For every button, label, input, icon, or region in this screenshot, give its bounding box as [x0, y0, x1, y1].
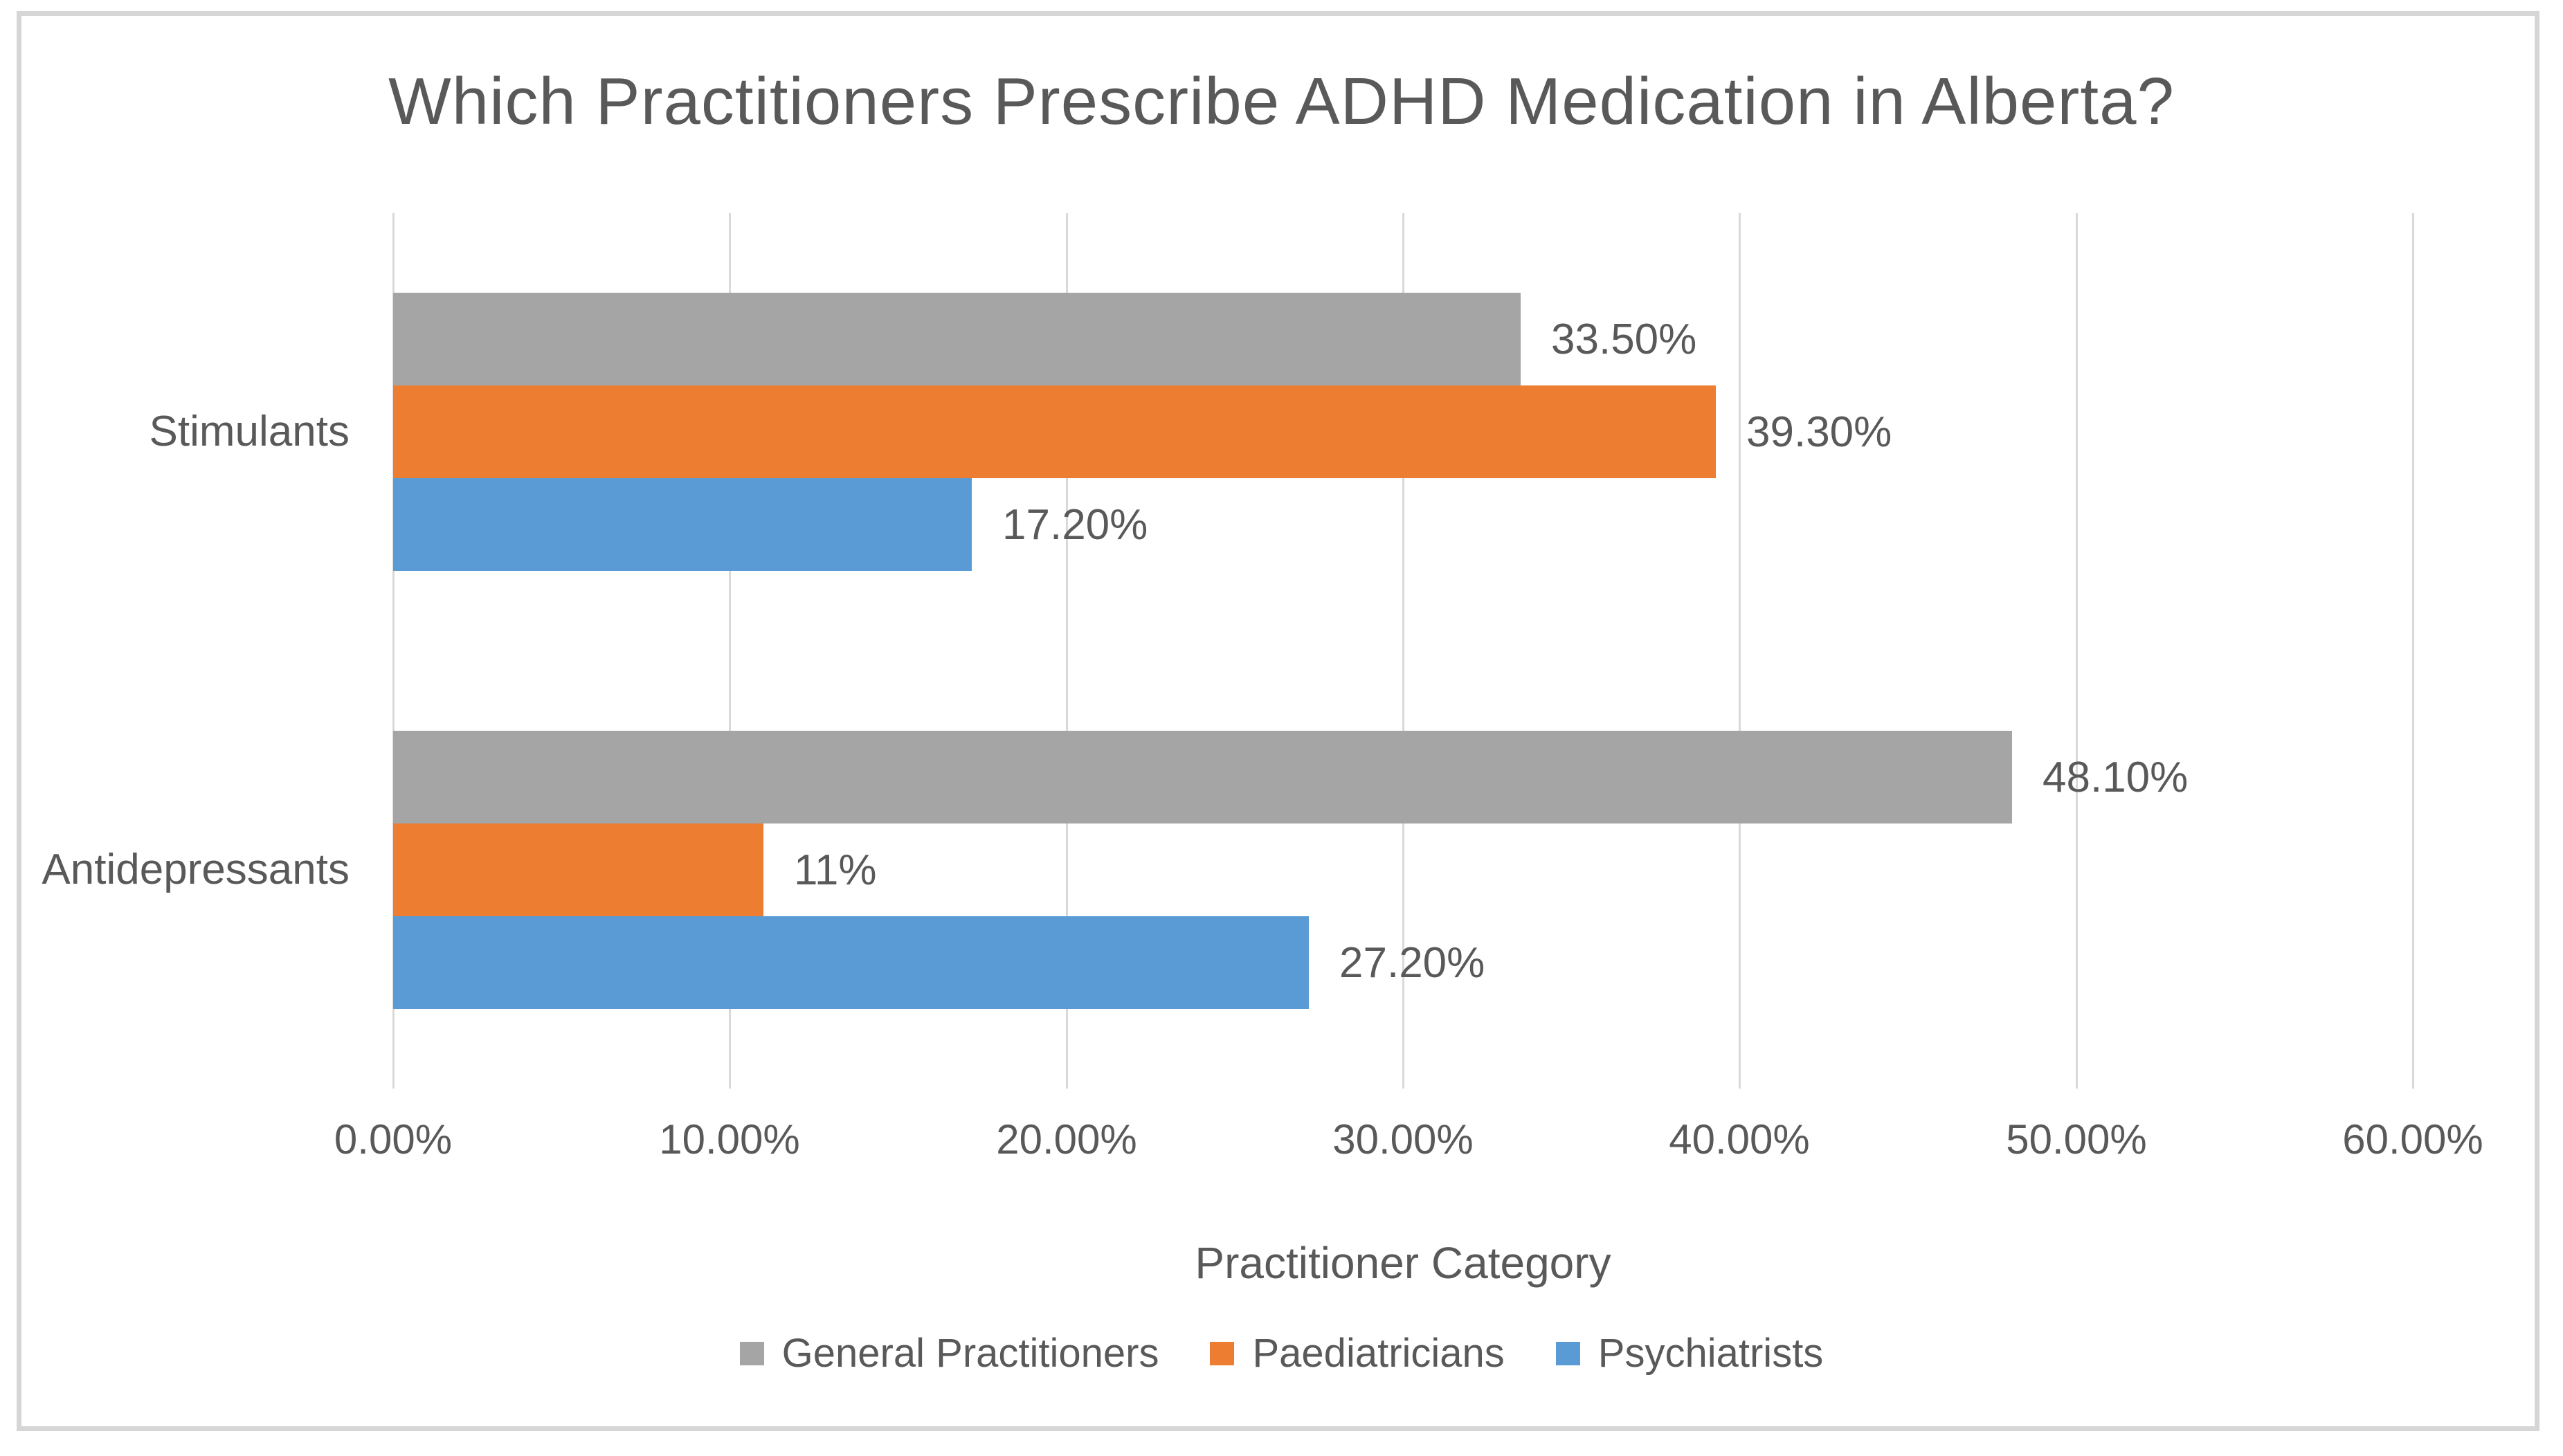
bar-paediatricians-stimulants: [393, 385, 1716, 478]
legend-swatch-icon: [739, 1341, 764, 1365]
gridline: [1739, 213, 1741, 1089]
legend-label: Psychiatrists: [1597, 1331, 1824, 1376]
x-tick-label: 40.00%: [1669, 1116, 1810, 1163]
bar-general-practitioners-antidepressants: [393, 731, 2012, 823]
x-tick-label: 20.00%: [996, 1116, 1137, 1163]
chart-border: [17, 11, 2539, 1431]
bar-paediatricians-antidepressants: [393, 823, 763, 916]
legend: General Practitioners Paediatricians Psych…: [0, 1330, 2563, 1376]
legend-swatch-icon: [1210, 1341, 1235, 1365]
data-label-paediatricians-stimulants: 39.30%: [1746, 408, 1892, 456]
chart-title: Which Practitioners Prescribe ADHD Medic…: [388, 64, 2175, 138]
gridline: [392, 213, 395, 1089]
legend-item-paediatricians: Paediatricians: [1210, 1330, 1505, 1376]
gridline: [1402, 213, 1404, 1089]
data-label-general-practitioners-stimulants: 33.50%: [1551, 315, 1697, 363]
data-label-psychiatrists-stimulants: 17.20%: [1002, 500, 1148, 549]
x-tick-label: 0.00%: [334, 1116, 453, 1163]
gridline: [2076, 213, 2078, 1089]
gridline: [729, 213, 731, 1089]
legend-label: General Practitioners: [781, 1331, 1159, 1376]
data-label-psychiatrists-antidepressants: 27.20%: [1339, 938, 1485, 987]
bar-psychiatrists-stimulants: [393, 478, 972, 571]
data-label-paediatricians-antidepressants: 11%: [794, 846, 877, 894]
legend-item-psychiatrists: Psychiatrists: [1555, 1330, 1824, 1376]
legend-label: Paediatricians: [1252, 1331, 1505, 1376]
plot-area: 33.50% 39.30% 17.20% 48.10% 11% 27.20%: [392, 213, 2414, 1089]
x-tick-label: 60.00%: [2342, 1116, 2483, 1163]
gridline: [1066, 213, 1068, 1089]
bar-general-practitioners-stimulants: [393, 293, 1521, 385]
bar-psychiatrists-antidepressants: [393, 916, 1309, 1009]
x-tick-label: 50.00%: [2006, 1116, 2147, 1163]
x-axis-title: Practitioner Category: [1195, 1238, 1611, 1288]
legend-item-general-practitioners: General Practitioners: [739, 1330, 1159, 1376]
data-label-general-practitioners-antidepressants: 48.10%: [2043, 753, 2189, 801]
x-tick-label: 30.00%: [1332, 1116, 1474, 1163]
legend-swatch-icon: [1555, 1341, 1580, 1365]
x-tick-label: 10.00%: [659, 1116, 800, 1163]
gridline: [2412, 213, 2414, 1089]
category-label-stimulants: Stimulants: [149, 408, 350, 455]
category-label-antidepressants: Antidepressants: [42, 846, 350, 893]
